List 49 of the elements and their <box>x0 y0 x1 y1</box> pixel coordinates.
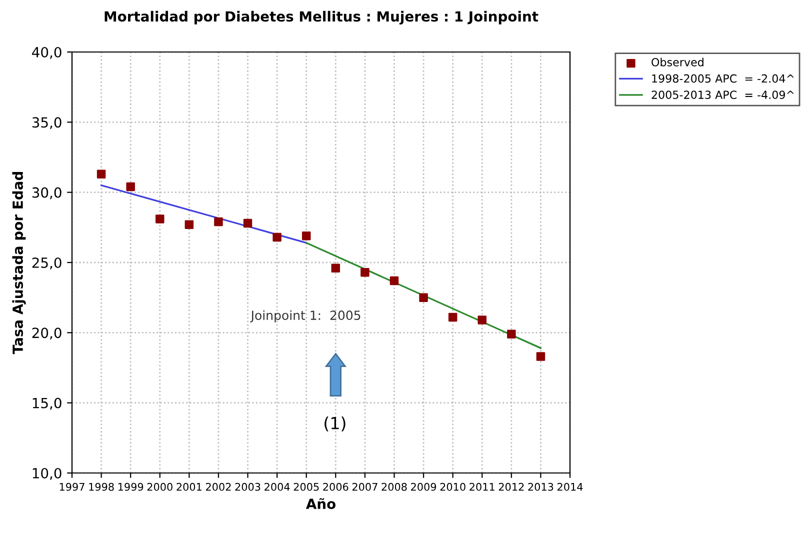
legend-label: 2005-2013 APC = -4.09^ <box>652 90 794 100</box>
point <box>390 276 399 286</box>
point <box>96 170 106 178</box>
x-tick-label: 2006 <box>323 482 348 491</box>
x-tick-label: 2005 <box>294 482 319 491</box>
point <box>507 330 516 338</box>
point <box>214 217 223 226</box>
x-tick-label: 2001 <box>176 482 202 491</box>
point <box>302 231 311 240</box>
y-tick-label: 25,0 <box>32 257 62 270</box>
x-tick-label: 2013 <box>528 482 554 491</box>
x-tick-label: 1999 <box>118 482 144 491</box>
y-tick-label: 40,0 <box>32 46 62 59</box>
y-tick-label: 10,0 <box>32 468 62 480</box>
chart-title: Mortalidad por Diabetes Mellitus : Mujeres : 1 Joinpoint <box>104 10 538 24</box>
x-tick-label: 2014 <box>558 482 583 491</box>
point <box>156 214 164 224</box>
y-tick-label: 20,0 <box>32 328 62 340</box>
point <box>360 268 370 277</box>
y-axis-title: Tasa Ajustada por Edad <box>12 172 26 354</box>
y-tick-label: 15,0 <box>32 398 62 410</box>
point <box>536 352 546 361</box>
x-tick-label: 2008 <box>382 482 407 491</box>
x-tick-label: 1998 <box>89 482 114 491</box>
point <box>331 264 340 272</box>
x-tick-label: 2000 <box>147 482 172 491</box>
point <box>243 218 252 228</box>
x-tick-label: 2011 <box>470 482 494 491</box>
point <box>126 182 135 192</box>
point <box>272 232 282 242</box>
point <box>448 312 458 322</box>
y-tick-label: 30,0 <box>32 187 62 200</box>
x-tick-label: 2007 <box>352 482 378 491</box>
legend-label: 1998-2005 APC = -2.04^ <box>652 74 794 83</box>
x-tick-label: 2012 <box>498 482 524 491</box>
point <box>419 293 428 302</box>
x-tick-label: 2003 <box>235 482 260 491</box>
x-tick-label: 2004 <box>264 482 290 491</box>
annotation: (1) <box>324 416 346 432</box>
x-tick-label: 2009 <box>411 482 436 491</box>
annotation: Joinpoint 1: 2005 <box>250 310 360 322</box>
x-tick-label: 1997 <box>60 482 84 491</box>
y-tick-label: 35,0 <box>32 117 62 130</box>
point <box>184 220 194 229</box>
x-tick-label: 2002 <box>206 482 231 491</box>
legend-label: Observed <box>652 58 704 66</box>
x-axis-title: Año <box>306 498 336 510</box>
x-tick-label: 2010 <box>440 482 466 491</box>
point <box>478 316 486 324</box>
